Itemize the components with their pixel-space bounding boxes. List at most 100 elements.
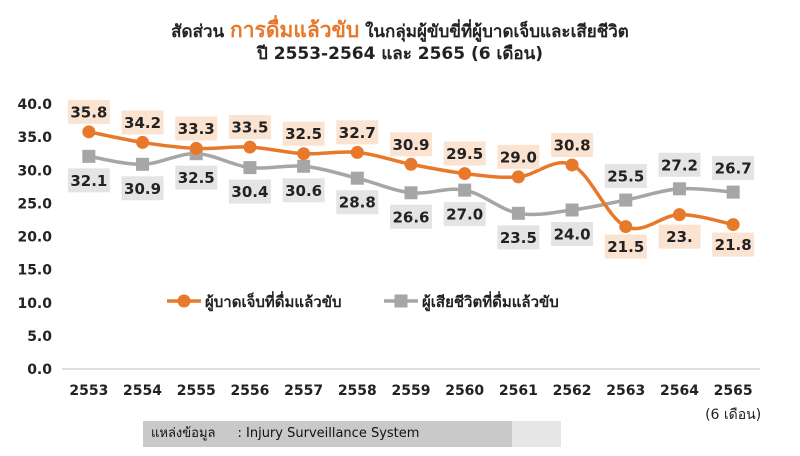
marker-injured	[350, 145, 364, 159]
data-label-injured-bg	[390, 132, 432, 157]
source-bar: แหล่งข้อมูล: Injury Surveillance System	[143, 421, 512, 447]
x-tick-label: 2556	[230, 383, 269, 399]
legend-label-dead: ผู้เสียชีวิตที่ดื่มแล้วขับ	[422, 291, 559, 312]
data-label-injured-bg	[658, 224, 701, 249]
marker-dead	[726, 185, 740, 199]
x-tick-label: 2565	[714, 383, 753, 399]
marker-injured	[82, 125, 96, 139]
y-tick-label: 25.0	[17, 196, 52, 212]
data-label-dead-bg	[497, 225, 540, 250]
marker-injured	[297, 147, 311, 161]
y-tick-label: 30.0	[17, 163, 52, 179]
y-tick-label: 35.0	[17, 130, 52, 146]
data-label-injured: 32.5	[285, 125, 322, 143]
data-label-injured: 33.3	[178, 120, 215, 138]
x-tick-label: 2554	[123, 383, 162, 399]
data-label-injured: 29.5	[446, 145, 483, 163]
data-label-injured-bg	[604, 234, 647, 259]
marker-dead	[404, 186, 418, 200]
marker-injured	[243, 140, 257, 154]
data-label-injured: 34.2	[124, 114, 161, 132]
marker-dead	[243, 161, 257, 175]
marker-dead	[350, 171, 364, 185]
x-tick-label: 2558	[338, 383, 377, 399]
x-tick-label: 2560	[445, 383, 484, 399]
data-label-dead: 25.5	[607, 168, 644, 186]
data-label-dead: 32.1	[70, 172, 107, 190]
data-label-injured: 30.8	[554, 136, 591, 154]
data-label-injured: 33.5	[231, 119, 268, 137]
data-label-dead: 26.6	[392, 208, 429, 226]
data-label-dead-bg	[443, 202, 486, 227]
source-box: แหล่งข้อมูล: Injury Surveillance System	[143, 421, 561, 447]
data-label-dead: 32.5	[178, 169, 215, 187]
data-label-injured-bg	[228, 115, 271, 140]
y-tick-label: 0.0	[27, 362, 52, 378]
data-label-dead-bg	[390, 204, 432, 229]
data-label-injured-bg	[282, 121, 325, 146]
data-label-dead: 27.0	[446, 206, 483, 224]
marker-injured	[619, 220, 633, 234]
title-part-before: สัดส่วน	[171, 22, 231, 42]
data-label-dead-bg	[282, 178, 325, 203]
source-value: : Injury Surveillance System	[237, 426, 420, 441]
x-tick-label: 2561	[499, 383, 538, 399]
data-label-injured-bg	[712, 232, 755, 257]
y-tick-label: 10.0	[17, 296, 52, 312]
marker-dead	[136, 157, 150, 171]
marker-injured	[726, 218, 740, 232]
y-tick-label: 5.0	[27, 329, 52, 345]
data-label-injured-bg	[336, 120, 379, 145]
data-label-dead: 30.6	[285, 182, 322, 200]
data-label-injured-bg	[175, 116, 218, 141]
data-label-dead-bg	[712, 156, 755, 181]
marker-injured	[404, 157, 418, 171]
y-tick-label: 20.0	[17, 230, 52, 246]
data-label-injured-bg	[443, 141, 486, 166]
chart-title-line2: ปี 2553-2564 และ 2565 (6 เดือน)	[257, 44, 543, 64]
data-label-dead-bg	[67, 168, 110, 193]
data-label-injured: 35.8	[70, 103, 107, 121]
data-label-dead: 30.9	[124, 180, 161, 198]
x-tick-sublabel: (6 เดือน)	[705, 407, 761, 423]
y-tick-label: 15.0	[17, 263, 52, 279]
data-label-injured: 23.	[666, 228, 693, 246]
marker-injured	[511, 170, 525, 184]
data-label-injured: 32.7	[339, 124, 376, 142]
marker-injured	[189, 141, 203, 155]
data-label-dead-bg	[604, 164, 647, 189]
x-tick-label: 2562	[553, 383, 592, 399]
data-label-injured-bg	[121, 110, 164, 135]
x-tick-label: 2555	[177, 383, 216, 399]
title-highlight: การดื่มแล้วขับ	[230, 18, 360, 42]
data-label-injured: 21.5	[607, 238, 644, 256]
x-tick-label: 2553	[69, 383, 108, 399]
data-label-injured: 29.0	[500, 148, 537, 166]
data-label-dead-bg	[658, 152, 701, 177]
x-tick-label: 2563	[606, 383, 645, 399]
marker-injured	[565, 158, 579, 172]
x-tick-label: 2557	[284, 383, 323, 399]
legend-marker-injured	[177, 294, 191, 308]
marker-dead	[297, 159, 311, 173]
data-label-dead: 27.2	[661, 156, 698, 174]
marker-injured	[458, 167, 472, 181]
data-label-dead: 24.0	[554, 226, 591, 244]
data-label-injured-bg	[551, 132, 594, 157]
marker-dead	[619, 193, 633, 207]
data-label-dead-bg	[336, 190, 379, 215]
data-label-injured-bg	[497, 144, 540, 169]
data-label-dead-bg	[551, 222, 594, 246]
data-label-dead: 23.5	[500, 229, 537, 247]
marker-dead	[82, 149, 96, 163]
y-tick-label: 40.0	[17, 97, 52, 113]
data-label-dead-bg	[175, 165, 218, 190]
marker-injured	[672, 208, 686, 222]
data-label-injured: 30.9	[392, 136, 429, 154]
marker-injured	[136, 135, 150, 149]
marker-dead	[672, 182, 686, 196]
legend-marker-dead	[394, 294, 408, 308]
marker-dead	[565, 203, 579, 217]
data-label-dead-bg	[228, 179, 271, 204]
